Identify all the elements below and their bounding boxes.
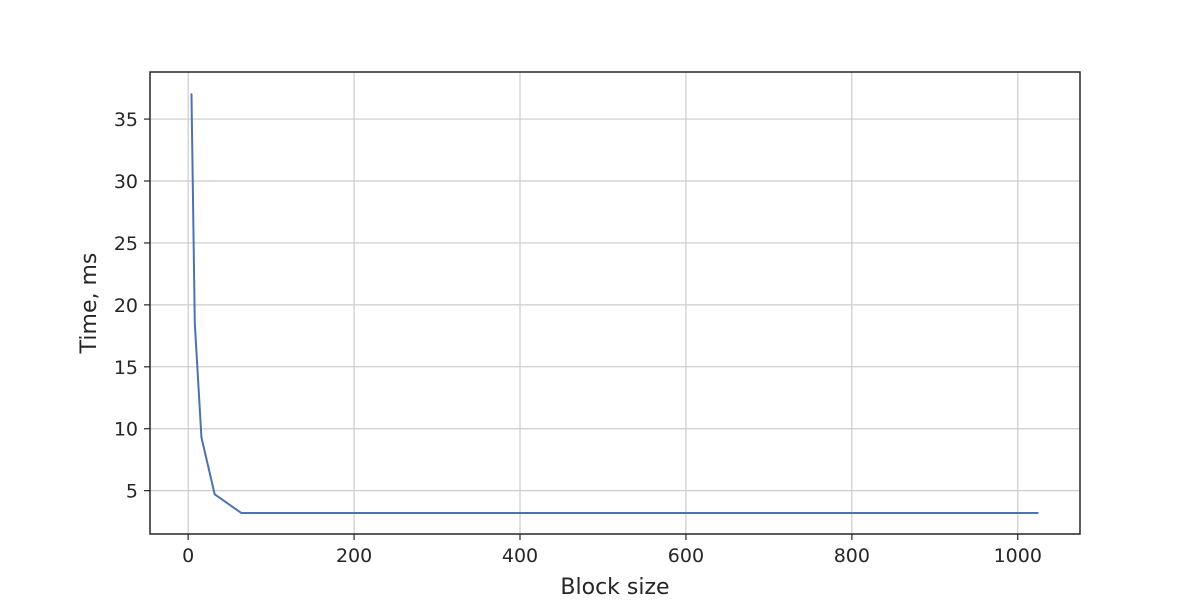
x-tick-label: 0 bbox=[182, 545, 194, 567]
x-tick-label: 400 bbox=[502, 545, 538, 567]
y-axis: 5 10 15 20 25 30 35 bbox=[114, 109, 150, 503]
series-layer bbox=[190, 93, 1039, 514]
y-tick-label: 10 bbox=[114, 419, 138, 441]
x-tick-label: 200 bbox=[336, 545, 372, 567]
series-line bbox=[190, 93, 1039, 514]
x-tick-label: 1000 bbox=[994, 545, 1042, 567]
y-tick-label: 20 bbox=[114, 295, 138, 317]
y-tick-label: 25 bbox=[114, 233, 138, 255]
y-axis-title: Time, ms bbox=[77, 253, 102, 355]
y-tick-label: 5 bbox=[126, 481, 138, 503]
x-tick-label: 800 bbox=[834, 545, 870, 567]
x-tick-label: 600 bbox=[668, 545, 704, 567]
y-tick-label: 30 bbox=[114, 171, 138, 193]
x-axis-title: Block size bbox=[560, 575, 669, 600]
grid bbox=[150, 72, 1080, 534]
plot-frame bbox=[149, 71, 1081, 535]
x-axis: 0 200 400 600 800 1000 bbox=[182, 534, 1042, 567]
y-tick-label: 35 bbox=[114, 109, 138, 131]
y-tick-label: 15 bbox=[114, 357, 138, 379]
